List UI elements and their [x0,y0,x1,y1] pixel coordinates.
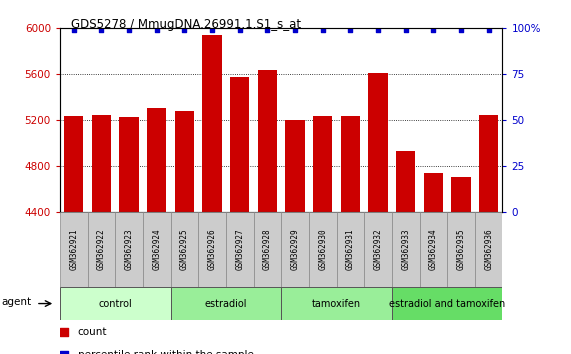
Bar [282,212,309,287]
Bar [282,287,392,320]
Bar [396,152,415,212]
Point [152,27,162,33]
Bar [60,287,171,320]
Bar [309,212,336,287]
Text: agent: agent [1,297,31,307]
Text: control: control [98,298,132,309]
Point [429,27,438,33]
Bar [60,212,87,287]
Point [180,27,189,33]
Point [401,27,410,33]
Point [346,27,355,33]
Bar [171,212,198,287]
Point [207,27,216,33]
Bar [479,115,498,212]
Text: GSM362923: GSM362923 [124,229,134,270]
Point [317,236,326,242]
Bar [368,73,388,212]
Bar [175,111,194,212]
Text: estradiol and tamoxifen: estradiol and tamoxifen [389,298,505,309]
Bar [202,35,222,212]
Point [69,27,78,33]
Text: GDS5278 / MmugDNA.26991.1.S1_s_at: GDS5278 / MmugDNA.26991.1.S1_s_at [71,18,301,31]
Bar [336,212,364,287]
Bar [420,212,447,287]
Bar [92,115,111,212]
Text: GSM362934: GSM362934 [429,229,438,270]
Text: GSM362930: GSM362930 [318,229,327,270]
Bar [447,212,475,287]
Bar [147,108,166,212]
Text: GSM362935: GSM362935 [456,229,465,270]
Bar [119,117,139,212]
Bar [198,212,226,287]
Bar [475,212,502,287]
Bar [424,173,443,212]
Bar [64,116,83,212]
Point [484,27,493,33]
Bar [254,212,282,287]
Point [317,27,326,33]
Bar [87,212,115,287]
Bar [392,212,420,287]
Point [373,27,383,33]
Point [456,27,465,33]
Text: GSM362926: GSM362926 [208,229,216,270]
Bar [115,212,143,287]
Point [235,27,244,33]
Bar [258,70,277,212]
Bar [226,212,254,287]
Text: GSM362933: GSM362933 [401,229,410,270]
Bar [341,116,360,212]
Text: GSM362927: GSM362927 [235,229,244,270]
Point [263,27,272,33]
Text: percentile rank within the sample: percentile rank within the sample [78,350,254,354]
Bar [143,212,171,287]
Text: GSM362921: GSM362921 [69,229,78,270]
Text: count: count [78,327,107,337]
Text: GSM362931: GSM362931 [346,229,355,270]
Text: GSM362936: GSM362936 [484,229,493,270]
Text: GSM362922: GSM362922 [97,229,106,270]
Bar [451,177,471,212]
Bar [171,287,282,320]
Text: GSM362925: GSM362925 [180,229,189,270]
Point [318,27,327,33]
Bar [392,287,502,320]
Point [97,27,106,33]
Text: GSM362932: GSM362932 [373,229,383,270]
Point [124,27,134,33]
Text: GSM362924: GSM362924 [152,229,161,270]
Text: tamoxifen: tamoxifen [312,298,361,309]
Text: GSM362928: GSM362928 [263,229,272,270]
Text: estradiol: estradiol [204,298,247,309]
Bar [364,212,392,287]
Bar [286,120,305,212]
Point [291,27,300,33]
Bar [313,116,332,212]
Bar [230,77,250,212]
Text: GSM362929: GSM362929 [291,229,300,270]
